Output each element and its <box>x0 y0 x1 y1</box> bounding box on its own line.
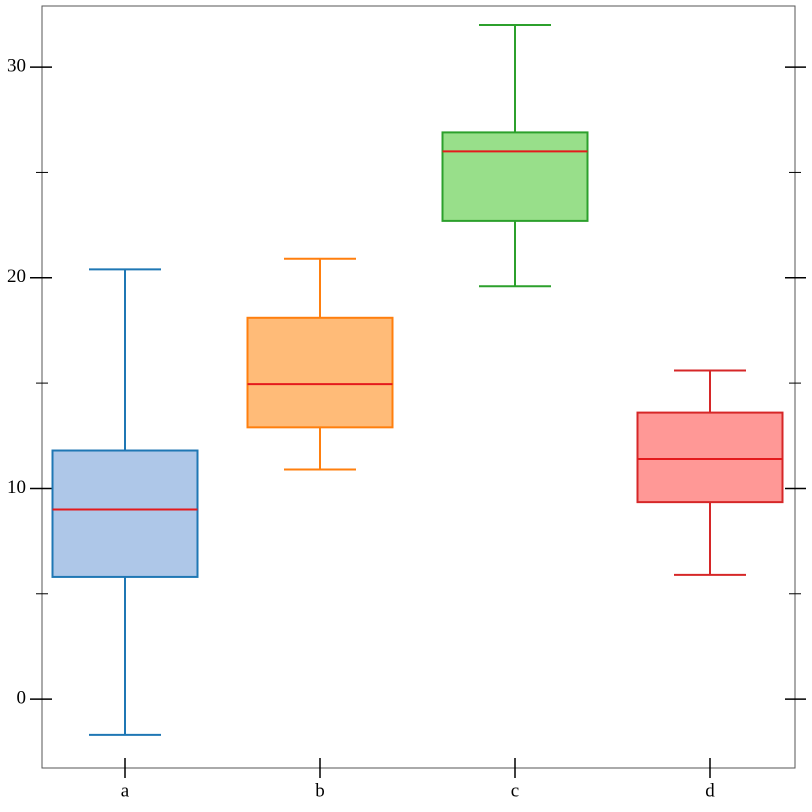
plot-frame <box>41 5 796 769</box>
x-tick-label: c <box>511 780 519 801</box>
x-tick-label: b <box>315 780 325 801</box>
box <box>246 316 394 429</box>
box <box>636 411 784 504</box>
y-tick-label: 10 <box>7 477 26 498</box>
y-tick-label: 0 <box>17 687 27 708</box>
y-tick-label: 20 <box>7 266 26 287</box>
box <box>441 131 589 222</box>
x-tick-label: a <box>121 780 130 801</box>
y-tick-label: 30 <box>7 55 26 76</box>
box <box>51 449 199 578</box>
x-tick-label: d <box>705 780 715 801</box>
